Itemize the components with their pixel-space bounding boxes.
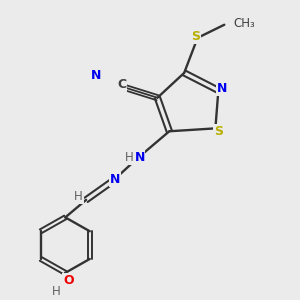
Text: CH₃: CH₃ <box>233 17 255 30</box>
Text: O: O <box>63 274 74 286</box>
Text: N: N <box>217 82 227 95</box>
Text: S: S <box>214 125 223 138</box>
Text: S: S <box>192 30 201 43</box>
Text: N: N <box>134 151 145 164</box>
Text: H: H <box>52 285 61 298</box>
Text: C: C <box>117 78 126 91</box>
Text: N: N <box>91 69 102 82</box>
Text: N: N <box>110 173 120 186</box>
Text: H: H <box>74 190 83 203</box>
Text: H: H <box>125 151 134 164</box>
